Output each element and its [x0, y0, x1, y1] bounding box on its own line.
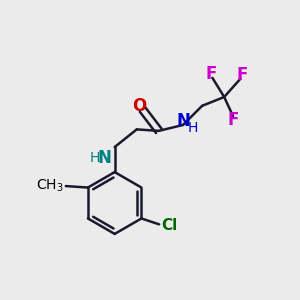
Text: F: F: [205, 65, 217, 83]
Text: Cl: Cl: [161, 218, 177, 233]
Text: F: F: [227, 111, 239, 129]
Text: O: O: [133, 97, 147, 115]
Text: H: H: [187, 121, 198, 135]
Text: F: F: [236, 66, 248, 84]
Text: CH$_3$: CH$_3$: [36, 178, 64, 194]
Text: N: N: [98, 149, 111, 167]
Text: H: H: [90, 151, 100, 164]
Text: N: N: [176, 112, 190, 130]
